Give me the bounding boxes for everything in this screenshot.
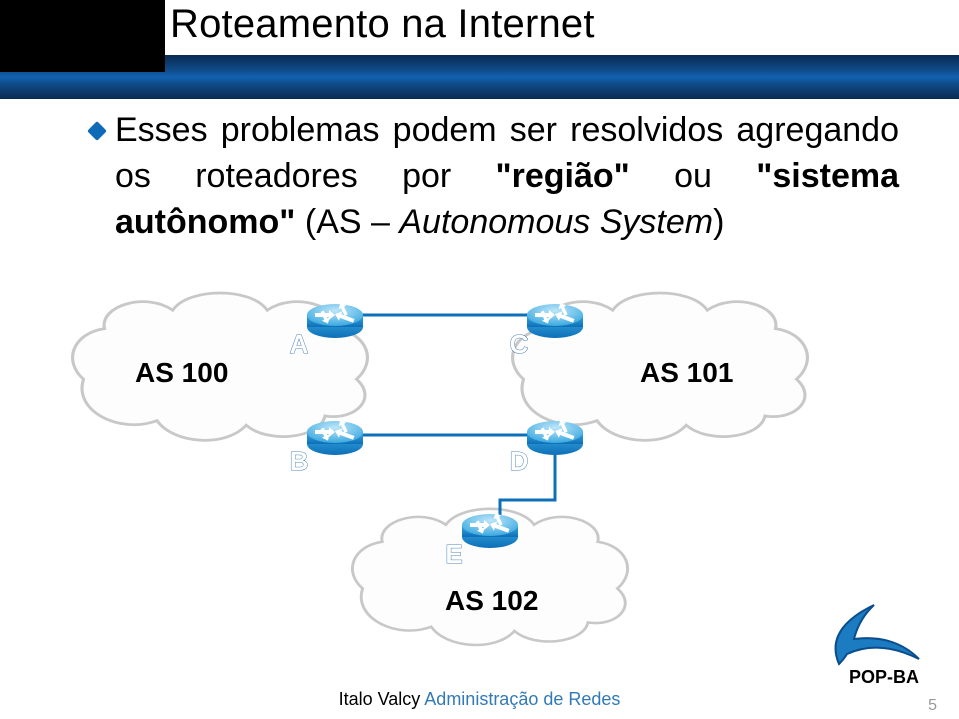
- logo-crescent-icon: [836, 605, 919, 664]
- router-d: D: [510, 418, 583, 476]
- body-paren-close: ): [713, 203, 724, 241]
- router-e-label: E: [445, 539, 462, 569]
- router-c-label: C: [510, 329, 529, 359]
- slide: Roteamento na Internet Esses problemas p…: [0, 0, 959, 719]
- body-or: ou: [630, 157, 756, 195]
- body-autonomous: Autonomous System: [399, 203, 713, 241]
- footer: Italo Valcy Administração de Redes: [0, 689, 959, 719]
- body-region: "região": [496, 157, 630, 195]
- page-number: 5: [928, 697, 937, 715]
- label-as100: AS 100: [135, 357, 228, 388]
- footer-author: Italo Valcy: [339, 689, 421, 709]
- popba-logo: POP-BA: [819, 599, 939, 689]
- logo-text: POP-BA: [849, 667, 919, 687]
- router-a-label: A: [290, 329, 309, 359]
- footer-subject: Administração de Redes: [424, 689, 620, 709]
- label-as101: AS 101: [640, 357, 733, 388]
- title-black-block: [0, 0, 165, 72]
- body-text: Esses problemas podem ser resolvidos agr…: [115, 108, 899, 246]
- network-diagram: AS 100 AS 101 AS 102 A B: [0, 260, 959, 650]
- router-d-label: D: [510, 446, 529, 476]
- label-as102: AS 102: [445, 585, 538, 616]
- bullet-icon: [87, 121, 107, 141]
- router-b-label: B: [290, 446, 309, 476]
- slide-title: Roteamento na Internet: [170, 2, 595, 47]
- body-paren-open: (AS –: [295, 203, 399, 241]
